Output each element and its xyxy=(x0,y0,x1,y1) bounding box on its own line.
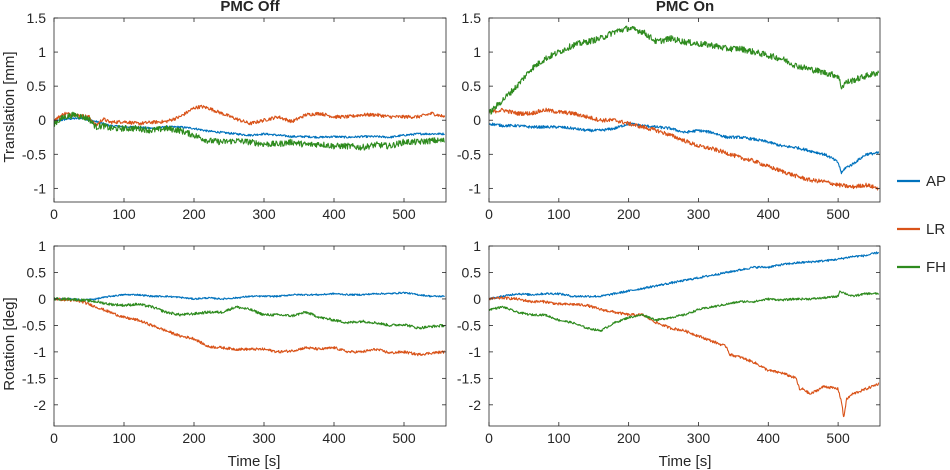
x-tick-label: 300 xyxy=(687,430,711,446)
panel-title-pmc-off: PMC Off xyxy=(220,0,280,15)
y-tick-label: -1.5 xyxy=(457,370,481,386)
series-line-fh xyxy=(489,25,880,115)
series-line-ap xyxy=(54,291,445,302)
x-tick-label: 0 xyxy=(485,430,493,446)
y-tick-label: 0 xyxy=(473,291,481,307)
y-tick-label: -0.5 xyxy=(457,146,481,162)
y-tick-label: 1 xyxy=(38,238,46,254)
series-line-fh xyxy=(54,111,446,151)
y-axis-label-rotation: Rotation [deg] xyxy=(1,297,18,390)
x-tick-label: 0 xyxy=(50,430,58,446)
panel-title-pmc-on: PMC On xyxy=(656,0,714,15)
series-group xyxy=(489,25,880,191)
series-line-lr xyxy=(489,296,880,418)
x-tick-label: 300 xyxy=(687,206,711,222)
series-group xyxy=(54,291,446,357)
y-tick-label: -1 xyxy=(469,344,482,360)
x-tick-label: 500 xyxy=(392,430,416,446)
y-tick-label: 1 xyxy=(473,238,481,254)
x-tick-label: 200 xyxy=(182,206,206,222)
y-tick-label: -0.5 xyxy=(22,317,46,333)
y-tick-label: -0.5 xyxy=(22,146,46,162)
y-tick-label: -1 xyxy=(34,344,47,360)
series-line-ap xyxy=(489,121,880,175)
plot-translation-pmc-off: 0 100 200 300 400 500 -1 -0.5 0 0.5 1 1.5 xyxy=(22,10,447,222)
x-tick-label: 500 xyxy=(826,430,850,446)
y-tick-label: 1.5 xyxy=(27,10,47,26)
legend-item-lr: LR xyxy=(897,221,945,238)
y-tick-label: 0.5 xyxy=(462,78,482,94)
y-tick-label: -2 xyxy=(469,397,482,413)
plot-rotation-pmc-on: 0 100 200 300 400 500 -2 -1.5 -1 -0.5 0 0.5 1 xyxy=(457,238,881,446)
x-tick-label: 400 xyxy=(322,430,346,446)
y-tick-label: -2 xyxy=(34,397,47,413)
legend-label-lr: LR xyxy=(926,221,945,238)
x-tick-label: 500 xyxy=(392,206,416,222)
legend-label-ap: AP xyxy=(926,173,946,190)
series-line-lr xyxy=(54,297,445,357)
x-tick-label: 400 xyxy=(757,430,781,446)
x-tick-label: 200 xyxy=(182,430,206,446)
series-line-fh xyxy=(54,297,446,330)
legend-item-ap: AP xyxy=(897,173,946,190)
x-tick-label: 300 xyxy=(252,206,276,222)
y-tick-label: 1.5 xyxy=(462,10,482,26)
y-tick-label: 0 xyxy=(38,112,46,128)
axes-box xyxy=(488,245,881,427)
x-tick-label: 100 xyxy=(112,430,136,446)
x-tick-label: 0 xyxy=(485,206,493,222)
y-tick-label: -1.5 xyxy=(22,370,46,386)
y-tick-label: -1 xyxy=(469,180,482,196)
y-tick-label: 0 xyxy=(473,112,481,128)
plot-rotation-pmc-off: 0 100 200 300 400 500 -2 -1.5 -1 -0.5 0 0.5 1 xyxy=(22,238,447,446)
y-axis-label-translation: Translation [mm] xyxy=(1,51,18,162)
y-tick-label: 1 xyxy=(473,44,481,60)
x-tick-label: 400 xyxy=(322,206,346,222)
axes-box xyxy=(53,17,447,203)
y-tick-label: -0.5 xyxy=(457,317,481,333)
y-tick-label: 0 xyxy=(38,291,46,307)
axes-box xyxy=(488,17,881,203)
legend: AP LR FH xyxy=(897,173,946,276)
series-line-fh xyxy=(489,290,880,333)
y-tick-label: 1 xyxy=(38,44,46,60)
x-tick-label: 500 xyxy=(826,206,850,222)
series-group xyxy=(54,104,446,151)
y-tick-label: 0.5 xyxy=(27,264,47,280)
axes-box xyxy=(53,245,447,427)
plot-translation-pmc-on: 0 100 200 300 400 500 -1 -0.5 0 0.5 1 1.5 xyxy=(457,10,881,222)
y-tick-label: -1 xyxy=(34,180,47,196)
x-tick-label: 0 xyxy=(50,206,58,222)
x-tick-label: 100 xyxy=(112,206,136,222)
legend-label-fh: FH xyxy=(926,259,946,276)
series-group xyxy=(489,251,880,418)
x-tick-label: 200 xyxy=(617,206,641,222)
y-tick-label: 0.5 xyxy=(462,264,482,280)
y-tick-label: 0.5 xyxy=(27,78,47,94)
x-tick-label: 300 xyxy=(252,430,276,446)
x-axis-label-right: Time [s] xyxy=(659,453,712,470)
x-tick-label: 400 xyxy=(757,206,781,222)
x-tick-label: 100 xyxy=(547,430,571,446)
legend-item-fh: FH xyxy=(897,259,946,276)
series-line-lr xyxy=(489,107,879,191)
x-axis-label-left: Time [s] xyxy=(228,453,281,470)
x-tick-label: 200 xyxy=(617,430,641,446)
x-tick-label: 100 xyxy=(547,206,571,222)
series-line-ap xyxy=(489,251,880,300)
series-line-lr xyxy=(54,104,446,127)
